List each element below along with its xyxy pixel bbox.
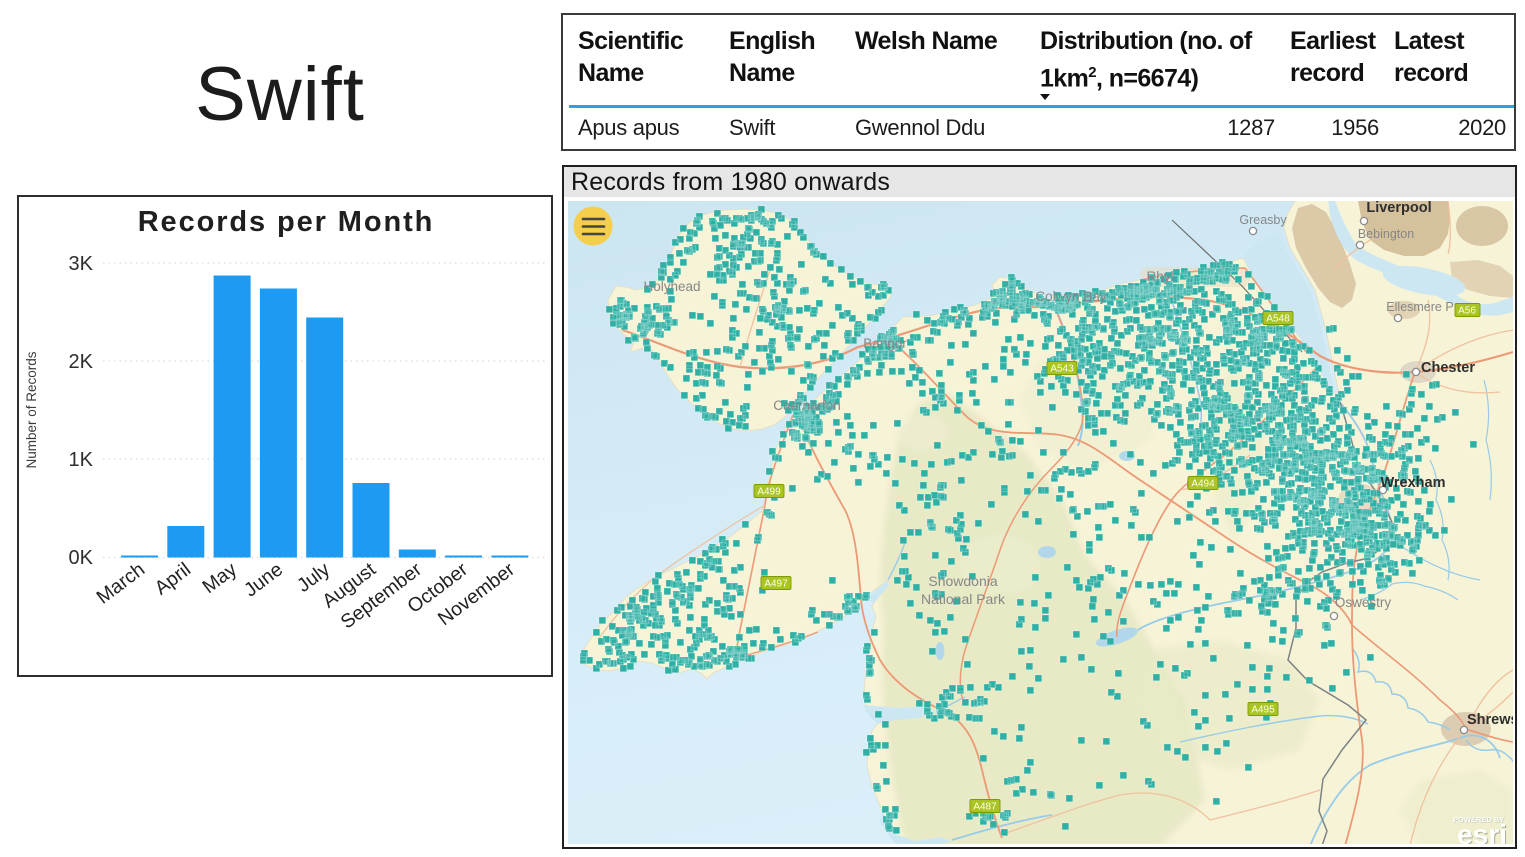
svg-text:esri: esri: [1458, 820, 1508, 844]
svg-text:Number of Records: Number of Records: [24, 351, 39, 468]
svg-text:Colwyn Bay: Colwyn Bay: [1035, 289, 1107, 304]
svg-text:Caernarfon: Caernarfon: [773, 398, 841, 413]
svg-text:POWERED BY: POWERED BY: [1453, 815, 1504, 824]
svg-text:Records per Month: Records per Month: [138, 206, 435, 238]
svg-text:April: April: [151, 558, 195, 599]
svg-text:0K: 0K: [69, 547, 94, 569]
svg-text:Bangor: Bangor: [863, 336, 907, 351]
svg-text:A495: A495: [1251, 705, 1275, 716]
svg-text:National Park: National Park: [921, 591, 1006, 607]
svg-text:Chester: Chester: [1421, 360, 1475, 376]
svg-text:Oswestry: Oswestry: [1335, 595, 1392, 610]
svg-text:2K: 2K: [69, 351, 94, 373]
svg-text:Greasby: Greasby: [1239, 213, 1287, 227]
svg-text:A487: A487: [973, 802, 997, 813]
svg-text:Holyhead: Holyhead: [643, 279, 700, 294]
svg-text:A543: A543: [1050, 364, 1074, 375]
svg-text:esri: esri: [1457, 819, 1507, 844]
svg-text:Rhyl: Rhyl: [1146, 269, 1173, 284]
svg-text:Liverpool: Liverpool: [1366, 201, 1431, 216]
svg-text:March: March: [92, 558, 149, 608]
svg-text:1K: 1K: [69, 449, 94, 471]
svg-text:A548: A548: [1266, 314, 1290, 325]
svg-text:A494: A494: [1191, 479, 1215, 490]
svg-text:Ellesmere P: Ellesmere P: [1386, 300, 1453, 314]
svg-text:A56: A56: [1458, 306, 1476, 317]
svg-text:May: May: [198, 558, 241, 598]
svg-text:Wrexham: Wrexham: [1380, 475, 1445, 491]
svg-text:Snowdonia: Snowdonia: [928, 573, 997, 589]
svg-text:A497: A497: [764, 579, 788, 590]
svg-text:POWERED BY: POWERED BY: [1454, 816, 1505, 825]
svg-text:A499: A499: [757, 487, 781, 498]
svg-text:3K: 3K: [69, 253, 94, 275]
svg-text:Bebington: Bebington: [1358, 227, 1414, 241]
svg-text:June: June: [240, 558, 287, 601]
svg-text:Shrewsb: Shrewsb: [1467, 712, 1513, 728]
